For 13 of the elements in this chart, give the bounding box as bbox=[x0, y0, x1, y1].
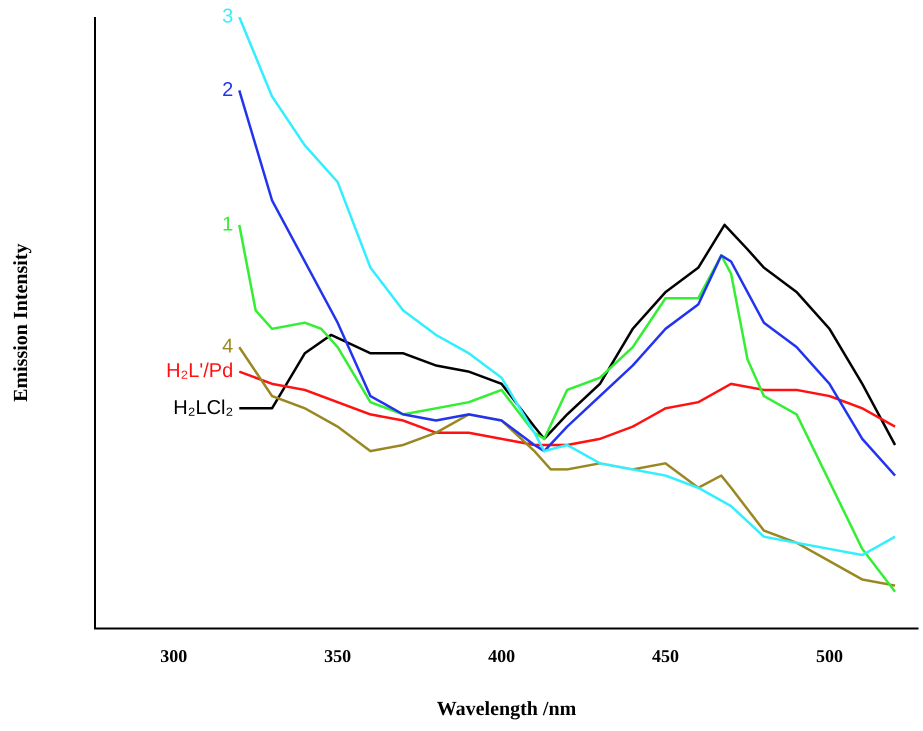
series-label: 2 bbox=[222, 78, 234, 101]
series-label: 1 bbox=[222, 213, 234, 236]
series-label: H₂LCl₂ bbox=[173, 396, 234, 419]
x-tick-label: 500 bbox=[816, 646, 843, 666]
series-label: 4 bbox=[222, 336, 234, 358]
series-label: H₂L'/Pd bbox=[166, 360, 234, 382]
x-tick-label: 400 bbox=[488, 646, 516, 666]
x-tick-label: 450 bbox=[652, 646, 680, 666]
x-tick-label: 350 bbox=[324, 646, 352, 666]
y-axis-title: Emission Intensity bbox=[10, 244, 32, 402]
x-axis-title: Wavelength /nm bbox=[436, 698, 577, 720]
series-label: 3 bbox=[222, 6, 234, 28]
x-tick-label: 300 bbox=[160, 646, 188, 666]
